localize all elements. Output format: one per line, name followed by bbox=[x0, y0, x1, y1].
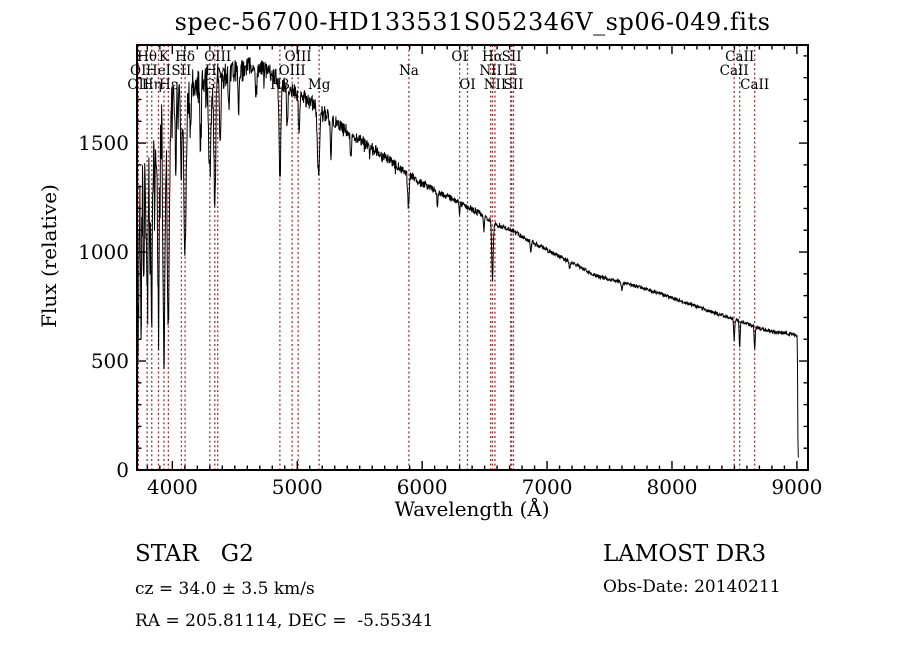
object-class-subclass: STAR G2 bbox=[135, 541, 254, 567]
x-tick-label: 5000 bbox=[272, 475, 323, 499]
spectral-line-label: SII bbox=[171, 63, 191, 79]
spectral-line-label: NII bbox=[479, 63, 501, 79]
spectral-line-label: Hθ bbox=[137, 49, 157, 65]
y-tick-label: 1000 bbox=[78, 240, 129, 264]
survey-data-release: LAMOST DR3 bbox=[603, 541, 767, 567]
spectral-line-label: Hα bbox=[482, 49, 503, 65]
radial-velocity-value: cz = 34.0 ± 3.5 km/s bbox=[135, 579, 315, 599]
spectral-line-label: Hδ bbox=[175, 49, 195, 65]
plot-frame bbox=[136, 44, 809, 471]
observation-date: Obs-Date: 20140211 bbox=[603, 577, 781, 597]
spectral-line-label: NII bbox=[484, 77, 506, 93]
x-tick-label: 8000 bbox=[647, 475, 698, 499]
spectral-line-label: CaII bbox=[725, 49, 754, 65]
spectral-line-label: Hε bbox=[159, 77, 178, 93]
ra-dec-coordinates: RA = 205.81114, DEC = -5.55341 bbox=[135, 611, 434, 631]
spectral-line-label: OII bbox=[127, 77, 149, 93]
spectrum-curve bbox=[136, 57, 799, 470]
spectral-line-label: CaII bbox=[720, 63, 749, 79]
spectral-line-label: Mg bbox=[308, 77, 331, 93]
spectral-line-label: CaII bbox=[740, 77, 769, 93]
spectral-line-label: SII bbox=[502, 49, 522, 65]
spectral-line-label: OIII bbox=[279, 63, 306, 79]
x-tick-label: 4000 bbox=[147, 475, 198, 499]
spectral-line-label: OIII bbox=[285, 49, 312, 65]
x-tick-label: 9000 bbox=[771, 475, 822, 499]
spectral-line-label: K bbox=[159, 49, 170, 65]
spectral-line-label: Na bbox=[399, 63, 419, 79]
spectral-line-label: OIII bbox=[204, 49, 231, 65]
y-tick-label: 500 bbox=[91, 349, 129, 373]
y-tick-label: 0 bbox=[116, 458, 129, 482]
x-tick-label: 7000 bbox=[522, 475, 573, 499]
spectral-line-label: Hβ bbox=[270, 77, 290, 93]
spectral-line-label: G bbox=[204, 77, 215, 93]
x-axis-title: Wavelength (Å) bbox=[394, 497, 550, 521]
spectral-line-label: OI bbox=[459, 77, 475, 93]
spectral-line-label: Hγ bbox=[205, 63, 225, 79]
spectral-line-label: Li bbox=[504, 63, 518, 79]
spectral-line-label: OI bbox=[451, 49, 467, 65]
spectral-line-label: SII bbox=[504, 77, 524, 93]
spectral-line-label: OI bbox=[130, 63, 146, 79]
y-tick-label: 1500 bbox=[78, 131, 129, 155]
spectral-line-label: HeI bbox=[146, 63, 171, 79]
spectral-line-label: Hη bbox=[142, 77, 162, 93]
x-tick-label: 6000 bbox=[397, 475, 448, 499]
plot-title: spec-56700-HD133531S052346V_sp06-049.fit… bbox=[174, 8, 771, 36]
